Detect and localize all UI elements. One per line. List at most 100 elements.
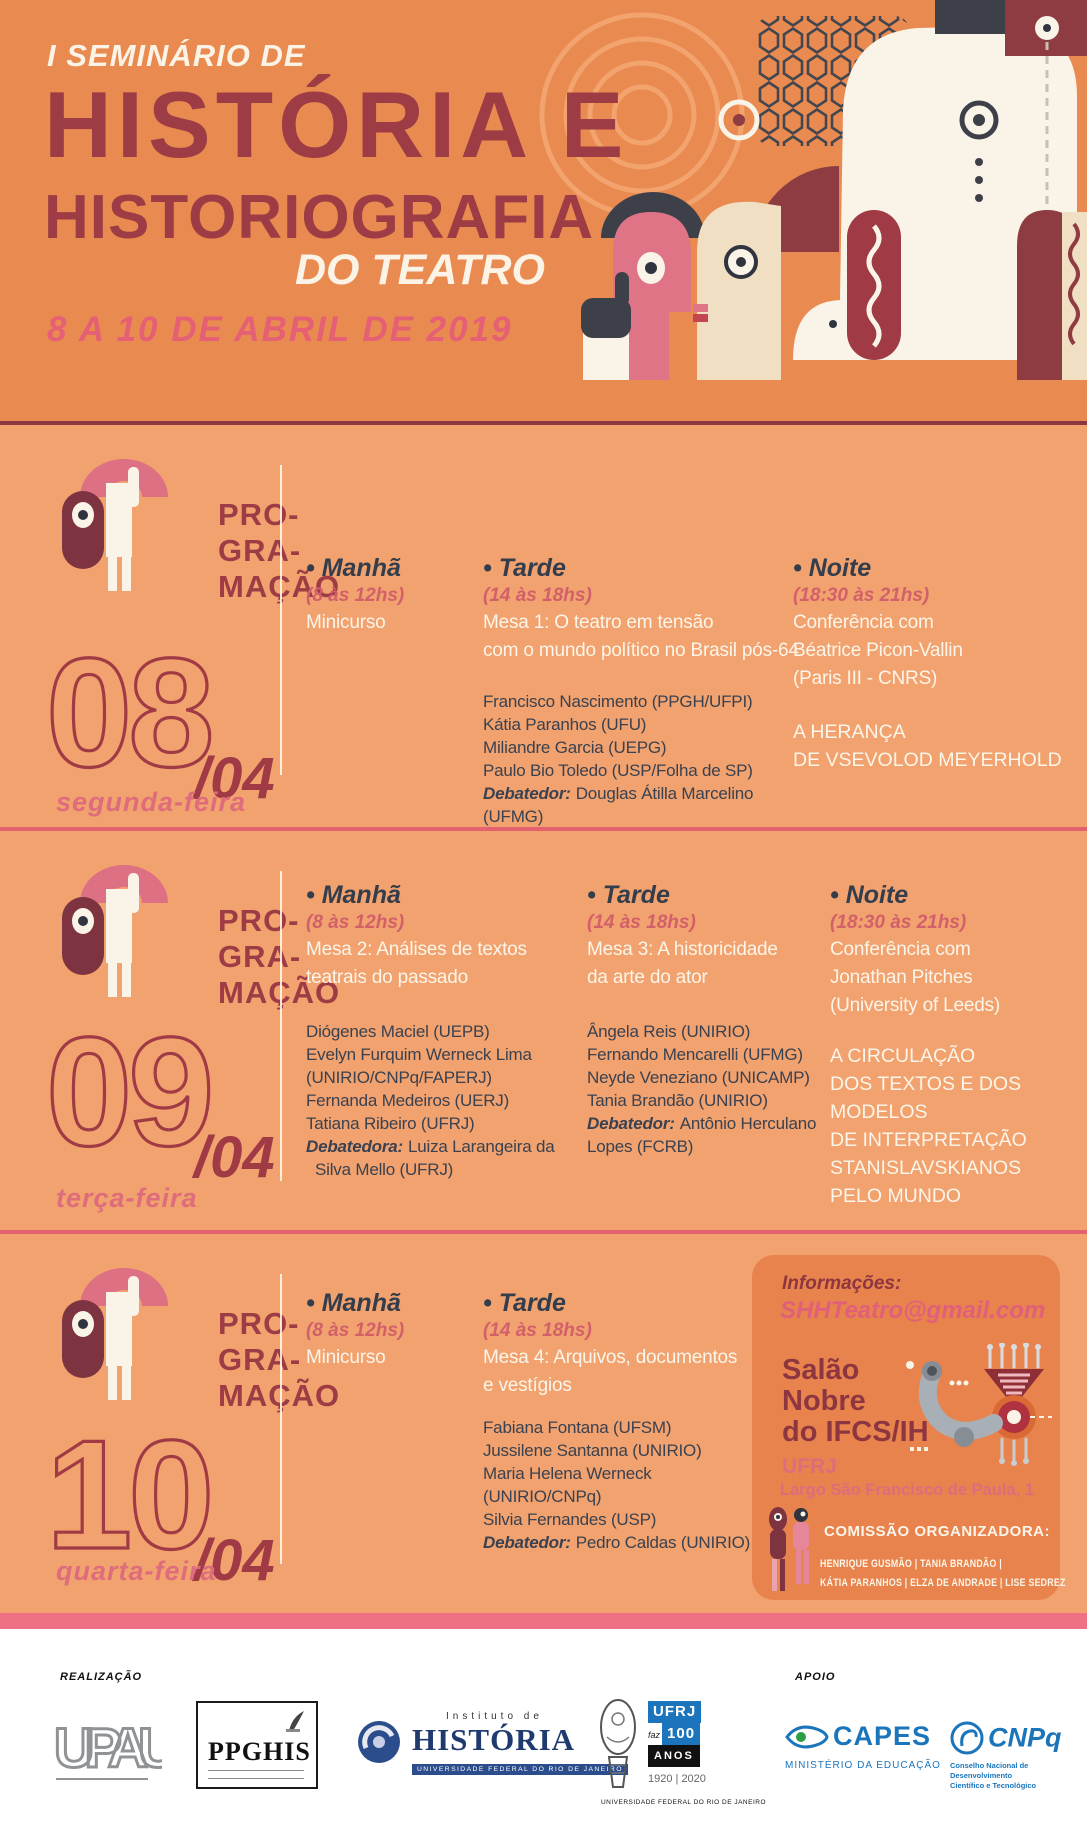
debater-label: Debatedor:	[483, 784, 571, 803]
ppghis-logo: PPGHIS	[196, 1701, 318, 1789]
day-month: /04	[191, 746, 275, 806]
day-08-section: PRO- GRA- MAÇÃO 08 /04 segunda-feira • M…	[0, 425, 1087, 827]
info-box: Informações: SHHTeatro@gmail.com Salão N…	[752, 1255, 1065, 1600]
venue-line: Nobre	[782, 1385, 866, 1417]
debater-line: Debatedor: Pedro Caldas (UNIRIO)	[483, 1531, 753, 1554]
period-time: (14 às 18hs)	[483, 585, 592, 606]
participant: Maria Helena Werneck (UNIRIO/CNPq)	[483, 1464, 652, 1506]
debater-label: Debatedor:	[587, 1114, 675, 1133]
day-09-section: PRO- GRA- MAÇÃO 09 /04 terça-feira • Man…	[0, 831, 1087, 1230]
debater-label: Debatedor:	[483, 1533, 571, 1552]
ufrj-crest-icon	[600, 1699, 636, 1788]
historia-name: HISTÓRIA	[412, 1722, 576, 1757]
participant: (UNIRIO/CNPq/FAPERJ)	[306, 1068, 492, 1087]
programacao-line: GRA-	[218, 1342, 302, 1377]
participant: Fernando Mencarelli (UFMG)	[587, 1045, 803, 1064]
venue-line: Salão	[782, 1354, 860, 1386]
participant: Tatiana Ribeiro (UFRJ)	[306, 1114, 475, 1133]
theme-line: A CIRCULAÇÃO	[830, 1045, 976, 1067]
debater-label: Debatedora:	[306, 1137, 403, 1156]
theme-line: PELO MUNDO	[830, 1185, 962, 1207]
person-icon	[62, 1268, 168, 1400]
theme-line: STANISLAVSKIANOS	[830, 1157, 1022, 1179]
debater-name-line2: Lopes (FCRB)	[587, 1137, 694, 1156]
period-time: (8 às 12hs)	[306, 585, 405, 606]
participant: Ângela Reis (UNIRIO)	[587, 1022, 751, 1041]
ufrj-anos-block: ANOS	[648, 1745, 700, 1767]
cnpq-logo: CNPq Conselho Nacional de Desenvolviment…	[950, 1721, 1087, 1791]
ufrj-years: 1920 | 2020	[648, 1773, 706, 1785]
people-icons	[769, 1507, 809, 1591]
day-number: 10	[46, 1410, 210, 1581]
column-manha: • Manhã (8 às 12hs) Minicurso	[306, 1288, 476, 1372]
debater-name: Pedro Caldas (UNIRIO)	[575, 1533, 751, 1552]
period-label: • Manhã	[306, 881, 401, 909]
committee-label: COMISSÃO ORGANIZADORA:	[824, 1523, 1050, 1540]
day-number-graphic: 09 /04	[44, 1007, 274, 1185]
period-label: • Tarde	[483, 554, 566, 582]
programacao-line: GRA-	[218, 533, 302, 568]
debater-line: Debatedora: Luiza Larangeira da	[306, 1135, 576, 1158]
realizacao-label: REALIZAÇÃO	[60, 1671, 143, 1683]
column-tarde: • Tarde (14 às 18hs) Mesa 3: A historici…	[587, 880, 817, 1158]
column-divider	[280, 465, 282, 775]
programacao-line: PRO-	[218, 903, 300, 938]
cnpq-caption-line: Conselho Nacional de Desenvolvimento	[950, 1761, 1029, 1780]
period-label: • Tarde	[587, 881, 670, 909]
column-manha: • Manhã (8 às 12hs) Mesa 2: Análises de …	[306, 880, 576, 1181]
footer: REALIZAÇÃO APOIO UPAU PPGHIS Instituto d…	[0, 1629, 1087, 1833]
period-label: • Manhã	[306, 1289, 401, 1317]
cnpq-caption: Conselho Nacional de Desenvolvimento Cie…	[950, 1761, 1087, 1791]
session-line: Mesa 1: O teatro em tensão	[483, 612, 714, 633]
programacao-line: MAÇÃO	[218, 975, 340, 1011]
theme-line: DE INTERPRETAÇÃO	[830, 1129, 1027, 1151]
seminar-title-line2: HISTORIOGRAFIA	[44, 183, 595, 252]
capes-name: CAPES	[833, 1721, 932, 1751]
day-number: 08	[46, 628, 210, 799]
participants-list: Diógenes Maciel (UEPB) Evelyn Furquim We…	[306, 1020, 576, 1181]
capes-caption: MINISTÉRIO DA EDUCAÇÃO	[785, 1760, 941, 1771]
debater-name: Antônio Herculano	[679, 1114, 817, 1133]
session-line: Minicurso	[306, 1347, 386, 1368]
participant: Silvia Fernandes (USP)	[483, 1510, 657, 1529]
ppghis-name: PPGHIS	[208, 1737, 311, 1766]
cnpq-caption-line: Científico e Tecnológico	[950, 1781, 1037, 1790]
participant: Neyde Veneziano (UNICAMP)	[587, 1068, 810, 1087]
theme-line: DOS TEXTOS E DOS MODELOS	[830, 1073, 1022, 1123]
lecture-theme: A HERANÇA DE VSEVOLOD MEYERHOLD	[793, 718, 1073, 774]
programacao-line: PRO-	[218, 497, 300, 532]
ufrj-100-logo: UFRJ faz 100 ANOS 1920 | 2020 UNIVERSIDAD…	[596, 1697, 781, 1806]
lecture-theme: A CIRCULAÇÃO DOS TEXTOS E DOS MODELOS DE…	[830, 1042, 1080, 1210]
column-divider	[280, 871, 282, 1181]
participant: Francisco Nascimento (PPGH/UFPI)	[483, 692, 753, 711]
seminar-kicker: I SEMINÁRIO DE	[47, 38, 306, 73]
contact-email: SHHTeatro@gmail.com	[780, 1297, 1046, 1324]
period-label: • Manhã	[306, 554, 401, 582]
session-line: (Paris III - CNRS)	[793, 668, 938, 689]
session-line: Mesa 2: Análises de textos	[306, 939, 527, 960]
period-time: (18:30 às 21hs)	[830, 912, 967, 933]
debater-line: Debatedor: Antônio Herculano	[587, 1112, 817, 1135]
person-icon	[62, 865, 168, 997]
column-divider	[280, 1274, 282, 1564]
session-line: Mesa 4: Arquivos, documentos	[483, 1347, 738, 1368]
session-line: Conferência com	[793, 612, 934, 633]
venue-line: do IFCS/IH	[782, 1416, 929, 1448]
apoio-label: APOIO	[795, 1671, 836, 1683]
weekday-label: quarta-feira	[56, 1556, 217, 1586]
day-number: 09	[46, 1007, 210, 1178]
ufrj-block: UFRJ	[648, 1701, 702, 1723]
programacao-line: PRO-	[218, 1306, 300, 1341]
committee-line: KÁTIA PARANHOS | ELZA DE ANDRADE | LISE …	[820, 1577, 1066, 1589]
ufrj-faz: faz	[648, 1730, 661, 1740]
weekday-label: segunda-feira	[56, 787, 247, 817]
period-time: (14 às 18hs)	[587, 912, 696, 933]
participants-list: Ângela Reis (UNIRIO) Fernando Mencarelli…	[587, 1020, 817, 1158]
period-label: • Tarde	[483, 1289, 566, 1317]
person-icon	[62, 459, 168, 591]
svg-text:UPAU: UPAU	[54, 1716, 162, 1779]
historia-text: Instituto de HISTÓRIA UNIVERSIDADE FEDER…	[412, 1711, 642, 1776]
theme-line: DE VSEVOLOD MEYERHOLD	[793, 749, 1062, 771]
debater-line: Debatedor: Douglas Átilla Marcelino (UFMG…	[483, 782, 813, 828]
